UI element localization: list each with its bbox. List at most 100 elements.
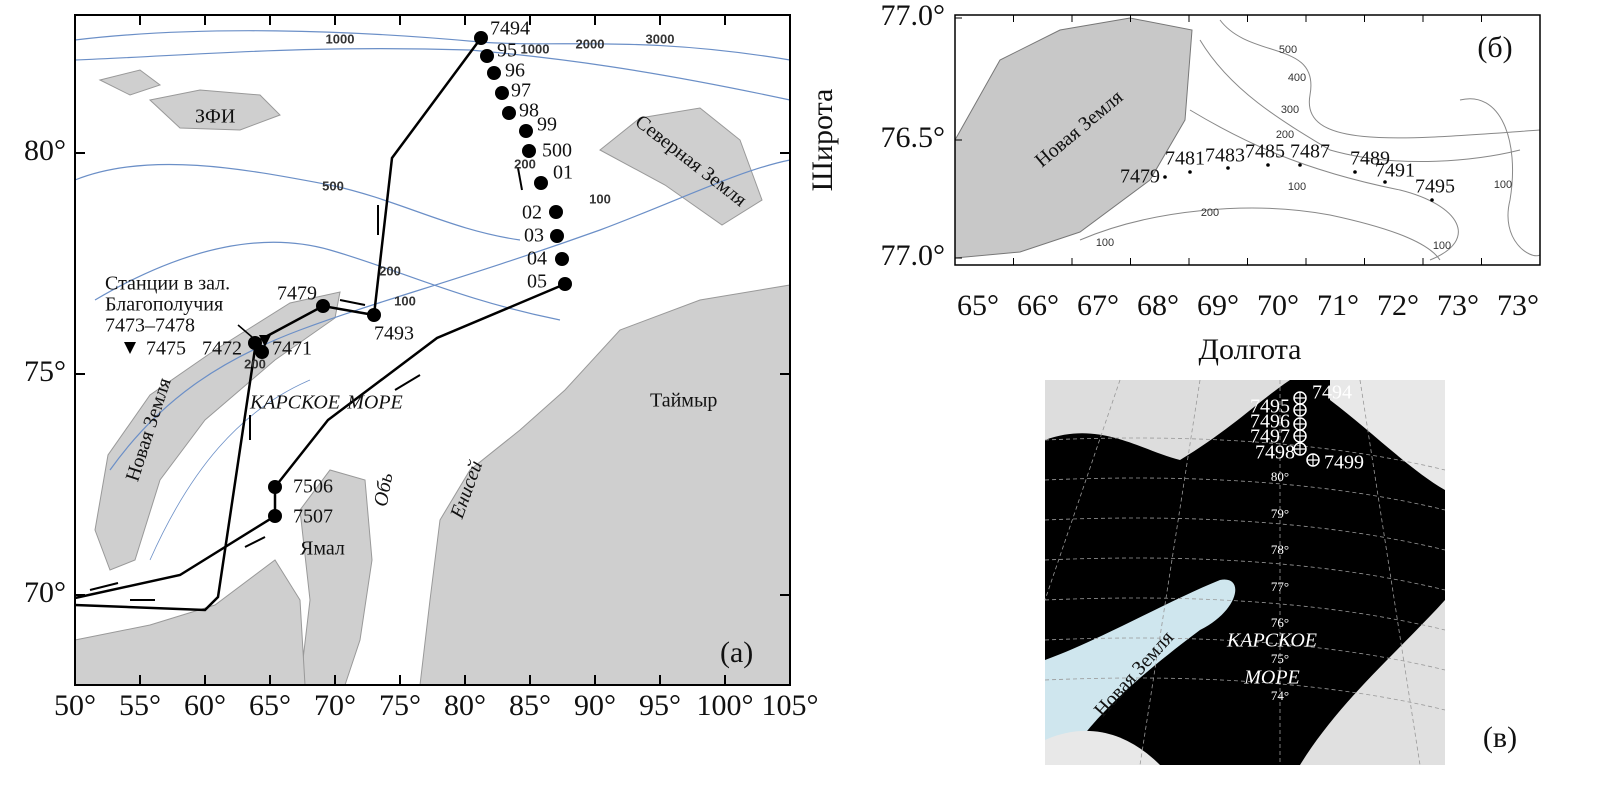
station-marker: [259, 335, 271, 347]
x-tick-label: 90°: [574, 689, 616, 722]
station-label: 98: [519, 100, 539, 122]
station-dot: [268, 480, 282, 494]
contour-label: 500: [322, 178, 344, 193]
land: [74, 69, 791, 686]
latitude-label: 78°: [1271, 542, 1289, 557]
contour-label: 3000: [646, 31, 675, 46]
station-dot: [316, 299, 330, 313]
station-label: 95: [497, 40, 517, 62]
station-label: 7489: [1350, 148, 1390, 170]
station-label: 7475: [146, 338, 186, 360]
note: 7473–7478: [105, 315, 195, 337]
station-label: 7507: [293, 506, 333, 528]
latitude-label: 79°: [1271, 506, 1289, 521]
station-label: 7506: [293, 476, 333, 498]
contour-label: 2000: [576, 36, 605, 51]
x-tick-label: 65°: [249, 689, 291, 722]
y-tick-label: 77.0°: [881, 239, 946, 272]
x-tick-label: 69°: [1197, 289, 1239, 322]
place-label: КАРСКОЕ: [249, 392, 340, 414]
station-marker: [124, 342, 136, 354]
station-dot: [1188, 170, 1192, 174]
contour-label: 100: [1494, 179, 1512, 191]
contour-label: 1000: [326, 31, 355, 46]
station-marker: [1294, 392, 1306, 404]
y-tick-label: 70°: [24, 576, 66, 609]
x-tick-label: 100°: [697, 689, 754, 722]
latitude-label: 80°: [1271, 469, 1289, 484]
station-label: 97: [511, 80, 531, 102]
station-label: 02: [522, 202, 542, 224]
station-label: 7472: [202, 338, 242, 360]
x-tick-label: 75°: [379, 689, 421, 722]
station-label: 7495: [1250, 396, 1290, 418]
station-label: 7483: [1205, 145, 1245, 167]
station-label: 7494: [1312, 382, 1352, 404]
panel-label: (а): [720, 636, 753, 669]
station-label: 7495: [1415, 176, 1455, 198]
latitude-label: 74°: [1271, 688, 1289, 703]
station-label: 7499: [1324, 452, 1364, 474]
station-marker: [1294, 443, 1306, 455]
panel-c-image: [1044, 379, 1446, 766]
x-tick-label: 73°: [1497, 289, 1539, 322]
station-dot: [558, 277, 572, 291]
station-dot: [534, 176, 548, 190]
place-label: МОРЕ: [346, 392, 403, 414]
station-marker: [1307, 454, 1319, 466]
station-dot: [519, 124, 533, 138]
x-tick-label: 67°: [1077, 289, 1119, 322]
graticule: [1044, 379, 1446, 766]
station-label: 7493: [374, 323, 414, 345]
panel-b-map: [954, 14, 1541, 266]
contour-label: 500: [1279, 44, 1297, 56]
isobaths: [1079, 19, 1541, 261]
station-label: 7485: [1245, 141, 1285, 163]
station-dot: [1298, 163, 1302, 167]
station-dot: [1383, 180, 1387, 184]
panel-a-map: [74, 14, 791, 686]
station-label: 500: [542, 140, 572, 162]
station-label: 03: [524, 225, 544, 247]
x-tick-label: 60°: [184, 689, 226, 722]
station-dot: [522, 144, 536, 158]
y-tick-label: 80°: [24, 134, 66, 167]
contour-label: 400: [1288, 72, 1306, 84]
station-dot: [255, 345, 269, 359]
y-tick-label: 77.0°: [881, 0, 946, 32]
latitude-label: 75°: [1271, 651, 1289, 666]
station-label: 99: [537, 114, 557, 136]
x-tick-label: 80°: [444, 689, 486, 722]
axis-title: Долгота: [1199, 333, 1302, 366]
station-label: 7497: [1250, 426, 1290, 448]
x-tick-label: 50°: [54, 689, 96, 722]
latitude-label: 76°: [1271, 615, 1289, 630]
panel-label: (б): [1477, 31, 1512, 64]
station-label: 7481: [1165, 148, 1205, 170]
x-tick-label: 68°: [1137, 289, 1179, 322]
station-dot: [367, 308, 381, 322]
station-label: 7487: [1290, 141, 1330, 163]
contour-label: 200: [379, 263, 401, 278]
isobaths: [74, 30, 791, 561]
station-label: 7498: [1255, 442, 1295, 464]
contour-label: 200: [514, 156, 536, 171]
station-dot: [1226, 166, 1230, 170]
x-tick-label: 73°: [1437, 289, 1479, 322]
x-tick-label: 65°: [957, 289, 999, 322]
x-tick-label: 71°: [1317, 289, 1359, 322]
x-tick-label: 95°: [639, 689, 681, 722]
station-label: 7479: [277, 283, 317, 305]
contour-label: 100: [394, 293, 416, 308]
x-tick-label: 105°: [762, 689, 819, 722]
place-label: КАРСКОЕ: [1226, 630, 1317, 652]
x-tick-label: 66°: [1017, 289, 1059, 322]
station-marker: [1294, 418, 1306, 430]
station-label: 04: [527, 248, 547, 270]
station-dot: [480, 49, 494, 63]
x-tick-label: 70°: [1257, 289, 1299, 322]
contour-label: 200: [1276, 129, 1294, 141]
station-dot: [1430, 198, 1434, 202]
station-label: 01: [553, 162, 573, 184]
pointer: [237, 324, 253, 338]
